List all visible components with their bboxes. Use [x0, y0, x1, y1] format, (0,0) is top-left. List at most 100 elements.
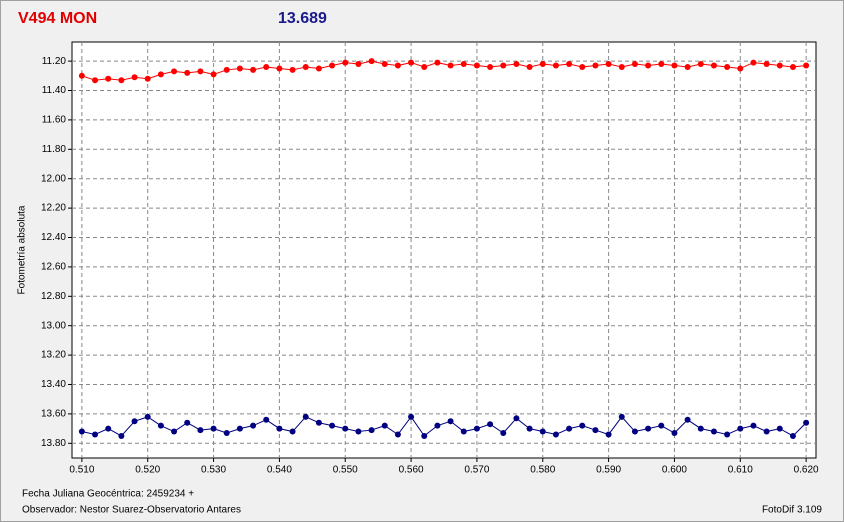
data-point [263, 63, 270, 70]
data-point [250, 422, 257, 429]
data-point [776, 425, 783, 432]
data-point [500, 62, 507, 69]
data-point [724, 431, 731, 438]
data-point [592, 427, 599, 434]
data-point [223, 430, 230, 437]
data-point [789, 63, 796, 70]
data-point [197, 427, 204, 434]
x-tick-label: 0.550 [333, 465, 358, 476]
y-tick-label: 12.60 [41, 262, 66, 273]
data-point [645, 62, 652, 69]
data-point [631, 61, 638, 68]
data-point [289, 66, 296, 73]
data-point [105, 425, 112, 432]
x-tick-label: 0.560 [399, 465, 424, 476]
x-axis-label: Fecha Juliana Geocéntrica: 2459234 + [22, 489, 194, 500]
data-point [776, 62, 783, 69]
x-tick-label: 0.610 [728, 465, 753, 476]
software-note: FotoDif 3.109 [762, 505, 822, 516]
data-point [144, 413, 151, 420]
data-point [658, 61, 665, 68]
x-tick-label: 0.620 [794, 465, 819, 476]
data-point [105, 75, 112, 82]
data-point [645, 425, 652, 432]
y-tick-label: 11.20 [42, 56, 67, 67]
data-point [618, 413, 625, 420]
data-point [566, 425, 573, 432]
data-point [118, 77, 125, 84]
data-point [539, 428, 546, 435]
data-point [118, 432, 125, 439]
data-point [750, 422, 757, 429]
y-tick-label: 13.40 [41, 379, 66, 390]
data-point [434, 59, 441, 66]
data-point [566, 61, 573, 68]
data-point [355, 428, 362, 435]
data-point [250, 66, 257, 73]
data-point [500, 430, 507, 437]
data-point [421, 63, 428, 70]
data-point [434, 422, 441, 429]
data-point [447, 62, 454, 69]
data-point [329, 422, 336, 429]
data-point [684, 63, 691, 70]
data-point [487, 63, 494, 70]
y-tick-label: 13.60 [41, 409, 66, 420]
data-point [92, 77, 99, 84]
data-point [671, 62, 678, 69]
data-point [408, 59, 415, 66]
data-point [355, 61, 362, 68]
data-point [302, 63, 309, 70]
data-point [552, 62, 559, 69]
data-point [368, 58, 375, 65]
x-tick-label: 0.570 [464, 465, 489, 476]
data-point [394, 62, 401, 69]
data-point [236, 425, 243, 432]
data-point [329, 62, 336, 69]
data-point [157, 71, 164, 78]
data-point [289, 428, 296, 435]
data-point [697, 61, 704, 68]
data-point [487, 421, 494, 428]
data-point [460, 428, 467, 435]
x-tick-label: 0.600 [662, 465, 687, 476]
data-point [592, 62, 599, 69]
data-point [315, 65, 322, 72]
data-point [302, 413, 309, 420]
y-tick-label: 13.80 [41, 438, 66, 449]
data-point [710, 62, 717, 69]
data-point [381, 422, 388, 429]
y-tick-label: 12.20 [41, 203, 66, 214]
y-tick-label: 11.40 [42, 85, 67, 96]
data-point [671, 430, 678, 437]
data-point [368, 427, 375, 434]
data-point [737, 425, 744, 432]
data-point [803, 419, 810, 426]
data-point [579, 422, 586, 429]
data-point [421, 432, 428, 439]
data-point [737, 65, 744, 72]
y-tick-label: 12.40 [41, 232, 66, 243]
data-point [315, 419, 322, 426]
data-point [210, 425, 217, 432]
chart-subtitle: 13.689 [278, 10, 327, 27]
x-tick-label: 0.510 [69, 465, 94, 476]
data-point [342, 59, 349, 66]
data-point [803, 62, 810, 69]
data-point [131, 74, 138, 81]
data-point [539, 61, 546, 68]
data-point [684, 416, 691, 423]
data-point [171, 68, 178, 75]
data-point [171, 428, 178, 435]
data-point [460, 61, 467, 68]
data-point [658, 422, 665, 429]
x-tick-label: 0.540 [267, 465, 292, 476]
y-tick-label: 12.00 [41, 173, 66, 184]
data-point [750, 59, 757, 66]
data-point [210, 71, 217, 78]
data-point [276, 65, 283, 72]
data-point [263, 416, 270, 423]
data-point [381, 61, 388, 68]
